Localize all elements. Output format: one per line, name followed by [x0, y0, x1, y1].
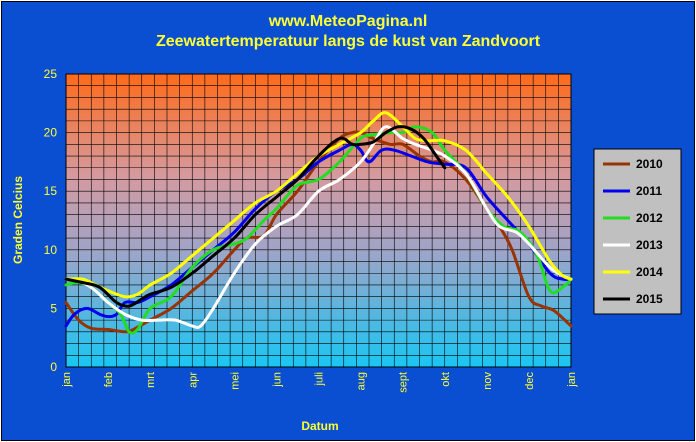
series-line-2015 [64, 125, 447, 308]
x-tick-label: aug [356, 372, 368, 390]
x-tick-label: jan [566, 372, 578, 388]
y-tick-label: 15 [44, 184, 58, 198]
x-axis-label: Datum [301, 419, 338, 433]
x-tick-label: apr [187, 372, 199, 388]
legend-label-2010: 2010 [636, 157, 663, 171]
x-tick-label: mrt [145, 372, 157, 388]
x-tick-label: okt [440, 372, 452, 387]
chart-subtitle: Zeewatertemperatuur langs de kust van Za… [155, 33, 541, 50]
series-line-2013 [64, 125, 573, 330]
legend-label-2015: 2015 [636, 292, 663, 306]
x-tick-label: sept [398, 372, 410, 393]
x-tick-labels: jan feb mrt apr mei jun juli aug sept okt nov dec ja… [61, 372, 578, 393]
legend-label-2014: 2014 [636, 265, 663, 279]
legend-label-2012: 2012 [636, 211, 663, 225]
legend-box [593, 148, 682, 315]
y-tick-label: 5 [50, 301, 57, 315]
legend-label-2013: 2013 [636, 238, 663, 252]
x-tick-label: juli [314, 372, 326, 386]
series-line-2012 [64, 125, 573, 335]
legend: 2010 2011 2012 2013 2014 2015 [593, 148, 682, 315]
series-line-2014 [64, 111, 573, 299]
x-tick-label: nov [482, 372, 494, 390]
y-tick-label: 0 [50, 360, 57, 374]
y-tick-labels: 0 5 10 15 20 25 [44, 67, 58, 374]
chart-title: www.MeteoPagina.nl [268, 13, 428, 30]
x-tick-label: mei [229, 372, 241, 390]
legend-label-2011: 2011 [636, 184, 662, 198]
y-axis-label: Graden Celcius [11, 176, 25, 264]
y-tick-label: 10 [44, 243, 58, 257]
x-tick-label: feb [103, 372, 115, 387]
series-group [64, 111, 573, 335]
x-tick-label: jan [61, 372, 73, 388]
x-tick-label: jun [271, 372, 283, 388]
x-tick-label: dec [524, 372, 536, 390]
y-tick-label: 20 [44, 126, 58, 140]
y-tick-label: 25 [44, 67, 58, 81]
